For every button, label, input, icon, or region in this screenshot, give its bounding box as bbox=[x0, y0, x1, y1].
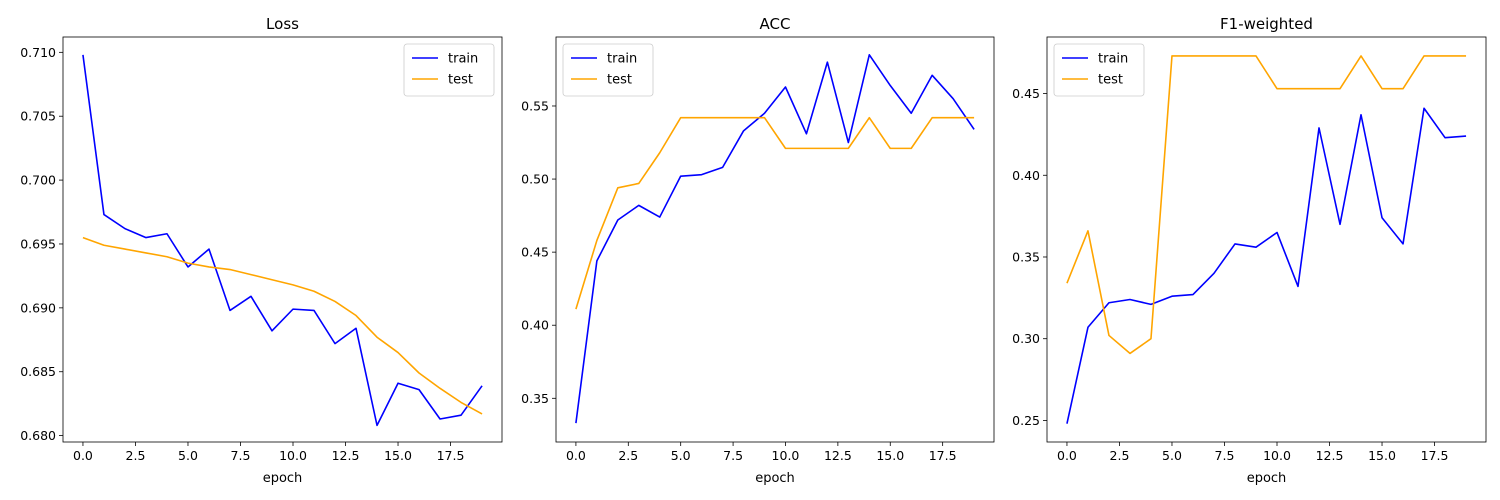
y-tick-label: 0.45 bbox=[521, 245, 549, 260]
legend-label-test: test bbox=[448, 73, 473, 88]
legend-box bbox=[1053, 43, 1145, 97]
y-tick-label: 0.695 bbox=[20, 236, 56, 251]
legend: train test bbox=[403, 43, 495, 97]
y-tick-label: 0.35 bbox=[521, 391, 549, 406]
x-tick-label: 15.0 bbox=[384, 448, 412, 463]
y-tick-label: 0.35 bbox=[1012, 249, 1040, 264]
x-axis-label: epoch bbox=[1247, 471, 1287, 486]
y-tick-label: 0.700 bbox=[20, 173, 56, 188]
legend-label-train: train bbox=[1098, 52, 1128, 67]
x-tick-label: 17.5 bbox=[929, 448, 957, 463]
y-tick-label: 0.710 bbox=[20, 45, 56, 60]
series-line-train bbox=[1066, 107, 1467, 424]
x-axis-label: epoch bbox=[755, 471, 795, 486]
x-tick-label: 17.5 bbox=[1421, 448, 1449, 463]
chart-title: F1-weighted bbox=[1220, 15, 1313, 33]
loss-panel: Loss 0.0 2.5 5.0 7.5 10.0 12.5 15.0 17.5 0.680 0.6… bbox=[20, 15, 503, 486]
x-tick-label: 2.5 bbox=[126, 448, 146, 463]
y-tick-label: 0.40 bbox=[1012, 168, 1040, 183]
legend-label-test: test bbox=[607, 73, 632, 88]
chart-title: ACC bbox=[760, 15, 791, 33]
x-tick-label: 7.5 bbox=[231, 448, 251, 463]
series-line-train bbox=[82, 54, 483, 427]
x-tick-label: 10.0 bbox=[279, 448, 307, 463]
x-tick-label: 10.0 bbox=[1263, 448, 1291, 463]
f1-weighted-panel: F1-weighted 0.0 2.5 5.0 7.5 10.0 12.5 15.0 17.5 0… bbox=[1012, 15, 1487, 486]
x-tick-label: 5.0 bbox=[671, 448, 691, 463]
y-tick-label: 0.680 bbox=[20, 428, 56, 443]
x-tick-label: 0.0 bbox=[1057, 448, 1077, 463]
x-tick-label: 12.5 bbox=[332, 448, 360, 463]
y-tick-label: 0.685 bbox=[20, 364, 56, 379]
legend-box bbox=[562, 43, 654, 97]
x-tick-label: 12.5 bbox=[824, 448, 852, 463]
x-tick-label: 2.5 bbox=[1110, 448, 1130, 463]
y-tick-label: 0.25 bbox=[1012, 413, 1040, 428]
x-axis-label: epoch bbox=[263, 471, 303, 486]
x-tick-label: 12.5 bbox=[1316, 448, 1344, 463]
x-tick-label: 7.5 bbox=[723, 448, 743, 463]
x-tick-label: 5.0 bbox=[178, 448, 198, 463]
chart-title: Loss bbox=[266, 15, 299, 33]
y-tick-label: 0.50 bbox=[521, 172, 549, 187]
x-tick-label: 0.0 bbox=[566, 448, 586, 463]
x-tick-label: 15.0 bbox=[876, 448, 904, 463]
series-line-train bbox=[575, 54, 975, 424]
x-tick-label: 5.0 bbox=[1162, 448, 1182, 463]
legend: train test bbox=[562, 43, 654, 97]
plot-frame bbox=[62, 36, 503, 443]
legend-box bbox=[403, 43, 495, 97]
legend-label-train: train bbox=[448, 52, 478, 67]
series-line-test bbox=[82, 236, 483, 415]
y-tick-label: 0.690 bbox=[20, 300, 56, 315]
x-tick-label: 17.5 bbox=[437, 448, 465, 463]
legend-label-train: train bbox=[607, 52, 637, 67]
y-tick-label: 0.55 bbox=[521, 98, 549, 113]
x-tick-label: 7.5 bbox=[1215, 448, 1235, 463]
plot-frame bbox=[555, 36, 995, 443]
y-tick-label: 0.45 bbox=[1012, 86, 1040, 101]
legend-label-test: test bbox=[1098, 73, 1123, 88]
series-line-test bbox=[1066, 55, 1467, 355]
y-tick-label: 0.40 bbox=[521, 318, 549, 333]
plot-frame bbox=[1046, 36, 1487, 443]
x-tick-label: 0.0 bbox=[73, 448, 93, 463]
series-line-test bbox=[575, 116, 975, 310]
y-tick-label: 0.705 bbox=[20, 109, 56, 124]
x-tick-label: 2.5 bbox=[618, 448, 638, 463]
acc-panel: ACC 0.0 2.5 5.0 7.5 10.0 12.5 15.0 17.5 0.35 0.40 0… bbox=[521, 15, 995, 486]
x-tick-label: 10.0 bbox=[772, 448, 800, 463]
y-tick-label: 0.30 bbox=[1012, 331, 1040, 346]
x-tick-label: 15.0 bbox=[1368, 448, 1396, 463]
legend: train test bbox=[1053, 43, 1145, 97]
